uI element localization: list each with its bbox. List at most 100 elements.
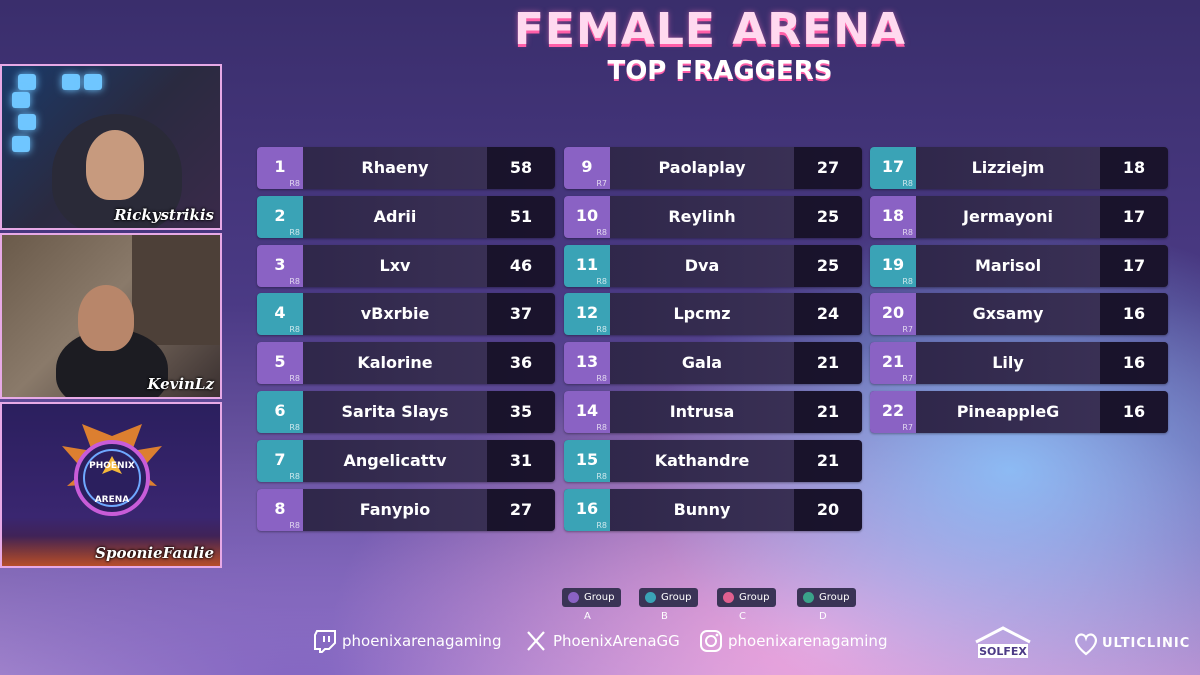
sponsor-name: SOLFEX [979,645,1027,658]
leaderboard-row: 2 R8 Adrii 51 [257,196,555,238]
leaderboard-row: 9 R7 Paolaplay 27 [564,147,862,189]
region-label: R8 [596,325,607,334]
frag-score: 21 [794,391,862,433]
rank-cell: 2 R8 [257,196,303,238]
leaderboard-row: 17 R8 Lizziejm 18 [870,147,1168,189]
leaderboard-row: 22 R7 PineappleG 16 [870,391,1168,433]
rank-number: 22 [881,401,905,420]
rank-cell: 13 R8 [564,342,610,384]
frag-score: 37 [487,293,555,335]
player-name: Lpcmz [673,304,731,323]
page-title: FEMALE ARENA [513,4,907,55]
twitch-handle: phoenixarenagaming [342,632,502,650]
rank-cell: 7 R8 [257,440,303,482]
frag-score: 31 [487,440,555,482]
rank-cell: 17 R8 [870,147,916,189]
frag-score: 46 [487,245,555,287]
player-name: Gala [681,353,723,372]
rank-cell: 21 R7 [870,342,916,384]
player-name: vBxrbie [360,304,430,323]
rank-cell: 18 R8 [870,196,916,238]
region-label: R8 [289,472,300,481]
rank-number: 19 [881,255,905,274]
rank-cell: 12 R8 [564,293,610,335]
rank-cell: 11 R8 [564,245,610,287]
house-icon [975,626,1031,658]
region-label: R8 [289,374,300,383]
legend-label: Group B [661,592,692,622]
rank-number: 21 [881,352,905,371]
frag-score: 17 [1100,245,1168,287]
rank-cell: 20 R7 [870,293,916,335]
page-subtitle: TOP FRAGGERS [607,56,833,86]
region-label: R8 [902,277,913,286]
frag-score: 16 [1100,391,1168,433]
player-name: Paolaplay [658,158,746,177]
region-label: R8 [902,228,913,237]
rank-number: 10 [575,206,599,225]
rank-cell: 19 R8 [870,245,916,287]
region-label: R8 [596,521,607,530]
legend-label: Group D [819,592,850,622]
region-label: R7 [902,374,913,383]
rank-number: 8 [274,499,286,518]
frag-score: 35 [487,391,555,433]
frag-score: 21 [794,440,862,482]
legend-item-group-b: Group B [639,588,699,622]
legend-dot [803,592,814,603]
frag-score: 16 [1100,293,1168,335]
region-label: R8 [289,521,300,530]
leaderboard-row: 10 R8 Reylinh 25 [564,196,862,238]
region-label: R8 [289,423,300,432]
rank-number: 12 [575,303,599,322]
blinds-decoration [132,235,220,345]
leaderboard-row: 20 R7 Gxsamy 16 [870,293,1168,335]
legend-dot [723,592,734,603]
leaderboard-row: 18 R8 Jermayoni 17 [870,196,1168,238]
rank-number: 4 [274,303,286,322]
region-label: R7 [902,423,913,432]
player-name: Dva [684,256,720,275]
frag-score: 36 [487,342,555,384]
player-name: Kathandre [654,451,750,470]
rank-cell: 5 R8 [257,342,303,384]
rank-number: 2 [274,206,286,225]
player-name: Jermayoni [963,207,1053,226]
x-icon [527,631,545,651]
x-handle: PhoenixArenaGG [553,632,680,650]
player-name: Angelicattv [343,451,447,470]
sponsor-name: ULTICLINIC [1102,636,1191,651]
leaderboard-row: 14 R8 Intrusa 21 [564,391,862,433]
region-label: R7 [902,325,913,334]
instagram-handle: phoenixarenagaming [728,632,888,650]
leaderboard-row: 15 R8 Kathandre 21 [564,440,862,482]
legend-item-group-c: Group C [717,588,777,622]
frag-score: 24 [794,293,862,335]
leaderboard-row: 12 R8 Lpcmz 24 [564,293,862,335]
rank-cell: 22 R7 [870,391,916,433]
player-name: Adrii [373,207,417,226]
region-label: R8 [596,374,607,383]
instagram-icon [700,630,722,652]
leaderboard-row: 6 R8 Sarita Slays 35 [257,391,555,433]
webcam-panel-1: Rickystrikis [0,64,222,230]
rank-number: 13 [575,352,599,371]
leaderboard-row: 3 R8 Lxv 46 [257,245,555,287]
rank-number: 20 [881,303,905,322]
rank-cell: 14 R8 [564,391,610,433]
leaderboard-row: 11 R8 Dva 25 [564,245,862,287]
player-name: Lxv [379,256,411,275]
player-name: Lizziejm [971,158,1045,177]
leaderboard-row: 16 R8 Bunny 20 [564,489,862,531]
streamer-name: SpoonieFaulie [95,544,214,562]
rank-number: 18 [881,206,905,225]
legend-dot [568,592,579,603]
region-label: R8 [289,228,300,237]
player-name: Kalorine [357,353,433,372]
rank-cell: 8 R8 [257,489,303,531]
frag-score: 18 [1100,147,1168,189]
logo-text-top: PHOENIX [89,461,135,471]
player-name: Sarita Slays [341,402,449,421]
rank-number: 5 [274,352,286,371]
leaderboard-row: 5 R8 Kalorine 36 [257,342,555,384]
